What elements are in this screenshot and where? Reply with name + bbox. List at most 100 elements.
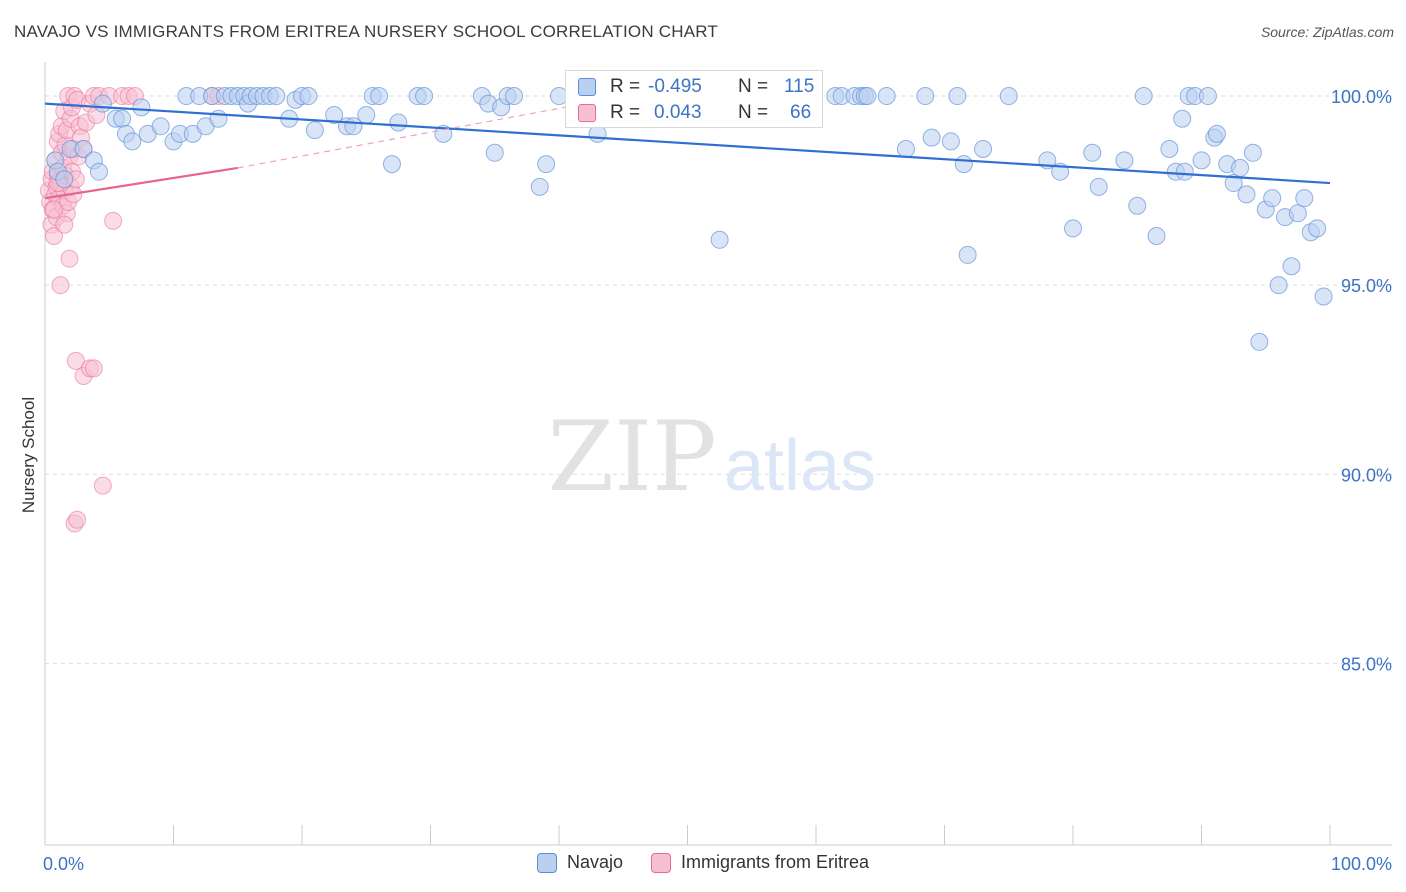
navajo-point <box>1160 140 1179 158</box>
navajo-point <box>325 105 344 124</box>
stats-box: R = -0.495 N = 115 R = 0.043 N = 66 <box>565 70 823 128</box>
navajo-point <box>1128 196 1147 215</box>
stats-r-label: R = <box>610 76 641 97</box>
navajo-point <box>415 87 434 106</box>
legend-swatch-eritrea <box>650 852 671 873</box>
stats-swatch-navajo <box>578 78 596 96</box>
legend-item-eritrea: Immigrants from Eritrea <box>650 852 870 873</box>
navajo-point <box>1134 87 1153 106</box>
navajo-point <box>896 140 915 158</box>
stats-n-label: N = <box>738 102 769 123</box>
navajo-point <box>505 87 524 106</box>
watermark-zip: ZIP <box>547 401 716 513</box>
navajo-point <box>1207 124 1226 143</box>
watermark-atlas: atlas <box>724 426 876 506</box>
navajo-point <box>1089 177 1108 196</box>
eritrea-point <box>60 249 79 268</box>
stats-n-value: 115 <box>784 76 815 97</box>
stats-r-value: 0.043 <box>654 102 702 123</box>
navajo-point <box>74 140 93 158</box>
navajo-point <box>370 87 389 106</box>
stats-n-label: N = <box>738 76 769 97</box>
tick-labels: 100.0% 95.0% 90.0% 85.0% 0.0% 100.0% <box>43 87 1392 874</box>
navajo-trend-line <box>44 102 1331 185</box>
navajo-point <box>1314 287 1333 306</box>
navajo-point <box>299 87 318 106</box>
navajo-point <box>1288 204 1307 223</box>
navajo-point <box>1269 276 1288 295</box>
navajo-point <box>151 117 170 136</box>
trend-lines <box>44 102 1331 200</box>
navajo-point <box>1173 109 1192 128</box>
navajo-point <box>1083 143 1102 162</box>
navajo-point <box>877 87 896 106</box>
navajo-point <box>858 87 877 106</box>
stats-swatch-eritrea <box>578 104 596 122</box>
navajo-point <box>922 128 941 147</box>
y-tick-label: 90.0% <box>1341 465 1392 485</box>
navajo-point <box>1115 151 1134 170</box>
navajo-point <box>1282 257 1301 276</box>
navajo-point <box>537 155 556 174</box>
navajo-point <box>357 105 376 124</box>
navajo-point <box>1147 227 1166 245</box>
eritrea-point <box>93 476 112 495</box>
navajo-point <box>1192 151 1211 170</box>
navajo-point <box>941 132 960 151</box>
navajo-point <box>113 109 132 128</box>
y-tick-label: 100.0% <box>1331 87 1392 107</box>
navajo-point <box>1308 219 1327 238</box>
stats-n-value: 66 <box>790 102 812 123</box>
navajo-point <box>1250 332 1269 351</box>
navajo-point <box>1231 158 1250 177</box>
navajo-point <box>93 94 112 113</box>
navajo-point <box>89 162 108 181</box>
x-tick-label: 0.0% <box>43 854 84 874</box>
eritrea-trend-line <box>44 166 238 200</box>
navajo-point <box>958 245 977 264</box>
legend: Navajo Immigrants from Eritrea <box>0 852 1406 873</box>
stats-r-value: -0.495 <box>648 76 702 97</box>
navajo-point <box>954 155 973 174</box>
navajo-point <box>948 87 967 106</box>
eritrea-point <box>55 215 74 234</box>
navajo-point <box>1064 219 1082 238</box>
axes <box>44 62 1392 846</box>
navajo-point <box>55 170 74 189</box>
y-tick-label: 85.0% <box>1341 654 1392 674</box>
y-tick-label: 95.0% <box>1341 276 1392 296</box>
source-label: Source: ZipAtlas.com <box>1260 24 1394 40</box>
navajo-point <box>710 230 729 249</box>
navajo-point <box>267 87 286 106</box>
navajo-point <box>123 132 142 151</box>
navajo-point <box>1263 189 1282 208</box>
legend-label-navajo: Navajo <box>566 852 623 872</box>
eritrea-point <box>44 227 63 245</box>
grid-lines <box>45 95 1392 664</box>
navajo-point <box>389 113 408 132</box>
navajo-point <box>1224 174 1243 193</box>
legend-item-navajo: Navajo <box>536 852 623 873</box>
stats-row-navajo: R = -0.495 N = 115 <box>578 74 814 100</box>
navajo-point <box>382 155 401 174</box>
eritrea-point <box>104 211 123 230</box>
navajo-point <box>1198 87 1217 106</box>
eritrea-trend-extension <box>237 103 585 169</box>
navajo-point <box>485 143 504 162</box>
eritrea-point <box>44 200 63 219</box>
eritrea-point <box>68 510 87 529</box>
eritrea-point <box>84 359 103 378</box>
navajo-point <box>999 87 1018 106</box>
navajo-point <box>1243 143 1262 162</box>
navajo-point <box>974 140 993 158</box>
navajo-point <box>530 177 549 196</box>
eritrea-point <box>66 351 85 370</box>
y-axis-label: Nursery School <box>19 397 38 513</box>
navajo-point <box>1175 162 1194 181</box>
legend-label-eritrea: Immigrants from Eritrea <box>680 852 870 872</box>
stats-r-label: R = <box>610 102 641 123</box>
navajo-point <box>209 109 228 128</box>
watermark: ZIP atlas <box>547 401 876 513</box>
navajo-point <box>916 87 935 106</box>
